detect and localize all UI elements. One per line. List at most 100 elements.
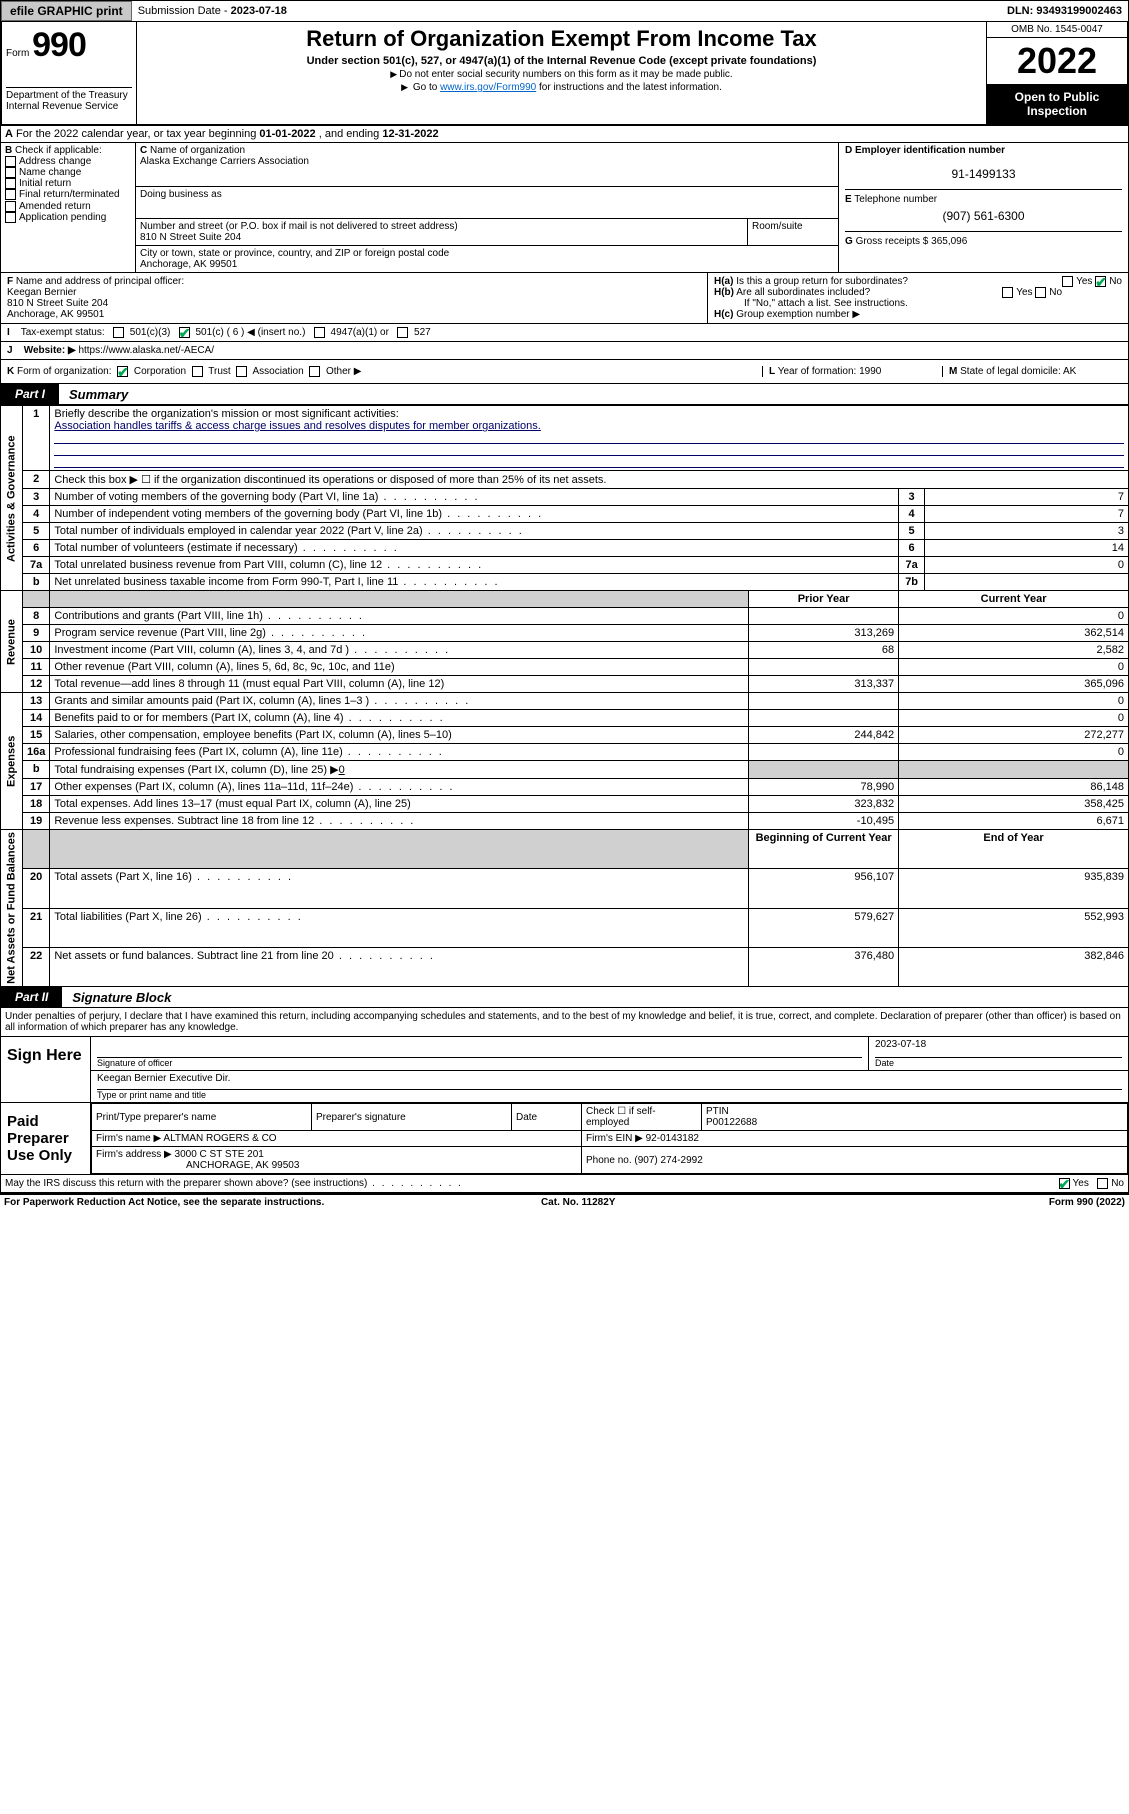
l6-value: 14	[925, 540, 1129, 557]
firm-ein: 92-0143182	[646, 1133, 699, 1144]
part1-table: Activities & Governance 1 Briefly descri…	[0, 405, 1129, 987]
section-f: F Name and address of principal officer:…	[1, 273, 708, 323]
sig-date-value: 2023-07-18	[875, 1039, 1122, 1057]
underline	[54, 456, 1124, 468]
checkbox-assoc[interactable]	[236, 366, 247, 377]
checkbox-other[interactable]	[309, 366, 320, 377]
section-klm: K Form of organization: Corporation Trus…	[0, 360, 1129, 384]
footer-left: For Paperwork Reduction Act Notice, see …	[4, 1197, 324, 1208]
side-label-na: Net Assets or Fund Balances	[1, 830, 23, 987]
section-fh: F Name and address of principal officer:…	[0, 273, 1129, 324]
l13-prior	[749, 693, 899, 710]
telephone-value: (907) 561-6300	[845, 209, 1122, 223]
checkbox-501c3[interactable]	[113, 327, 124, 338]
l10-curr: 2,582	[899, 642, 1129, 659]
part2-header: Part II Signature Block	[0, 987, 1129, 1008]
l20-prior: 956,107	[749, 869, 899, 908]
b-final: Final return/terminated	[19, 190, 120, 201]
side-label-exp: Expenses	[1, 693, 23, 830]
l12-prior: 313,337	[749, 676, 899, 693]
checkbox-address-change[interactable]	[5, 156, 16, 167]
l17-curr: 86,148	[899, 779, 1129, 796]
a-mid: , and ending	[319, 128, 383, 140]
l14-curr: 0	[899, 710, 1129, 727]
b-addr-change: Address change	[19, 156, 91, 167]
l12-label: Total revenue—add lines 8 through 11 (mu…	[50, 676, 749, 693]
section-a: A For the 2022 calendar year, or tax yea…	[0, 126, 1129, 143]
efile-button[interactable]: efile GRAPHIC print	[1, 1, 132, 21]
l18-prior: 323,832	[749, 796, 899, 813]
l10-prior: 68	[749, 642, 899, 659]
checkbox-name-change[interactable]	[5, 167, 16, 178]
l21-label: Total liabilities (Part X, line 26)	[50, 908, 749, 947]
checkbox-4947[interactable]	[314, 327, 325, 338]
eoy-hdr: End of Year	[899, 830, 1129, 869]
ha-no: No	[1109, 276, 1122, 287]
firm-name-label: Firm's name ▶	[96, 1133, 161, 1144]
checkbox-ha-yes[interactable]	[1062, 276, 1073, 287]
d-label: Employer identification number	[855, 145, 1005, 156]
website-value[interactable]: https://www.alaska.net/-AECA/	[78, 345, 214, 356]
checkbox-discuss-yes[interactable]	[1059, 1178, 1070, 1189]
l10-label: Investment income (Part VIII, column (A)…	[50, 642, 749, 659]
l16b-value: 0	[339, 764, 345, 776]
part1-title: Summary	[59, 387, 128, 402]
form-subtitle: Under section 501(c), 527, or 4947(a)(1)…	[145, 55, 978, 67]
a-end-date: 12-31-2022	[382, 128, 438, 140]
k-assoc: Association	[253, 366, 304, 377]
checkbox-501c[interactable]	[179, 327, 190, 338]
k-label: Form of organization:	[17, 366, 112, 377]
ha-yes: Yes	[1076, 276, 1092, 287]
hb-yes: Yes	[1016, 287, 1032, 298]
prior-year-hdr: Prior Year	[749, 591, 899, 608]
l21-prior: 579,627	[749, 908, 899, 947]
checkbox-hb-yes[interactable]	[1002, 287, 1013, 298]
firm-addr1: 3000 C ST STE 201	[175, 1149, 264, 1160]
discuss-label: May the IRS discuss this return with the…	[5, 1178, 463, 1189]
dept-treasury: Department of the Treasury Internal Reve…	[6, 87, 132, 112]
l5-label: Total number of individuals employed in …	[50, 523, 899, 540]
firm-addr-label: Firm's address ▶	[96, 1149, 172, 1160]
discuss-yes: Yes	[1073, 1178, 1089, 1189]
l20-curr: 935,839	[899, 869, 1129, 908]
checkbox-app-pending[interactable]	[5, 212, 16, 223]
m-label: State of legal domicile:	[960, 366, 1061, 377]
c-city-label: City or town, state or province, country…	[140, 248, 449, 259]
b-label: Check if applicable:	[15, 145, 102, 156]
l15-curr: 272,277	[899, 727, 1129, 744]
checkbox-discuss-no[interactable]	[1097, 1178, 1108, 1189]
title-block: Return of Organization Exempt From Incom…	[137, 22, 987, 124]
l16a-curr: 0	[899, 744, 1129, 761]
form-label: Form	[6, 48, 29, 59]
checkbox-amended-return[interactable]	[5, 201, 16, 212]
l22-curr: 382,846	[899, 947, 1129, 986]
l-label: Year of formation:	[778, 366, 857, 377]
checkbox-final-return[interactable]	[5, 189, 16, 200]
org-city: Anchorage, AK 99501	[140, 259, 237, 270]
checkbox-trust[interactable]	[192, 366, 203, 377]
checkbox-initial-return[interactable]	[5, 178, 16, 189]
checkbox-corp[interactable]	[117, 366, 128, 377]
l18-label: Total expenses. Add lines 13–17 (must eq…	[50, 796, 749, 813]
org-street: 810 N Street Suite 204	[140, 232, 241, 243]
l17-prior: 78,990	[749, 779, 899, 796]
discuss-no: No	[1111, 1178, 1124, 1189]
dept-label: Department of the Treasury	[6, 90, 132, 101]
instructions-link[interactable]: www.irs.gov/Form990	[440, 82, 536, 93]
l19-prior: -10,495	[749, 813, 899, 830]
tax-year: 2022	[987, 38, 1127, 84]
b-amended: Amended return	[19, 201, 91, 212]
l7b-value	[925, 574, 1129, 591]
note-goto-prefix: Go to	[413, 82, 440, 93]
b-initial: Initial return	[19, 178, 71, 189]
checkbox-hb-no[interactable]	[1035, 287, 1046, 298]
l11-curr: 0	[899, 659, 1129, 676]
prep-date-label: Date	[512, 1104, 582, 1131]
checkbox-527[interactable]	[397, 327, 408, 338]
side-label-rev: Revenue	[1, 591, 23, 693]
hc-label: Group exemption number ▶	[736, 309, 860, 320]
part1-tab: Part I	[1, 384, 59, 404]
sig-name-value: Keegan Bernier Executive Dir.	[97, 1073, 1122, 1089]
part2-tab: Part II	[1, 987, 62, 1007]
checkbox-ha-no[interactable]	[1095, 276, 1106, 287]
